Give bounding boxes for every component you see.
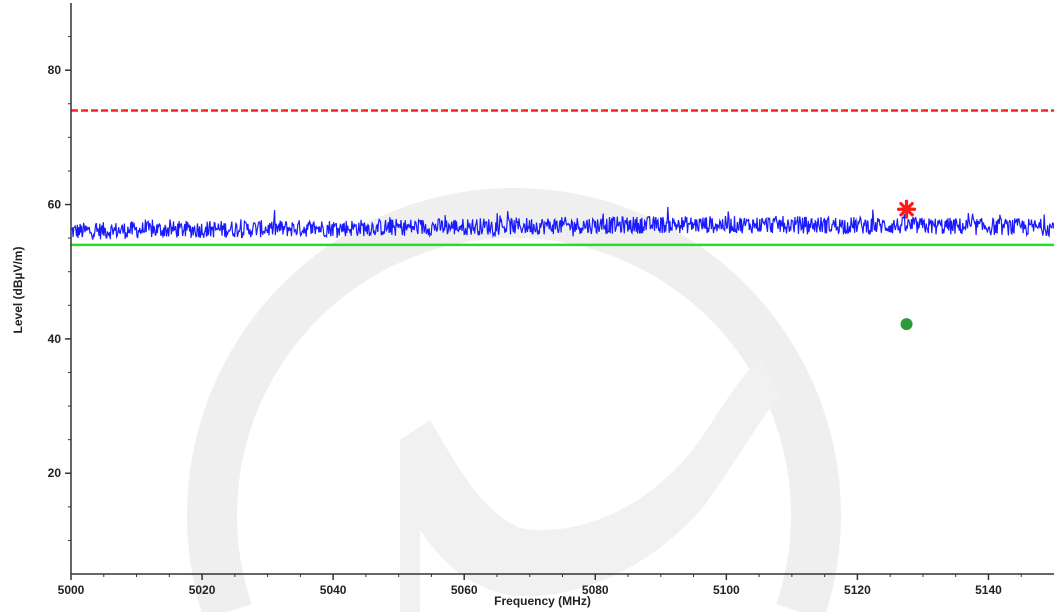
x-tick-label: 5000 <box>58 583 85 597</box>
average-marker <box>900 318 913 331</box>
x-tick-label: 5140 <box>975 583 1002 597</box>
y-axis-title: Level (dBµV/m) <box>11 247 25 334</box>
x-tick-label: 5040 <box>320 583 347 597</box>
x-axis-title: Frequency (MHz) <box>494 594 591 608</box>
x-tick-label: 5080 <box>582 583 609 597</box>
x-tick-label: 5060 <box>451 583 478 597</box>
y-tick-label: 20 <box>48 466 62 480</box>
y-tick-label: 40 <box>48 332 62 346</box>
x-tick-label: 5020 <box>189 583 216 597</box>
y-tick-label: 60 <box>48 198 62 212</box>
x-tick-label: 5100 <box>713 583 740 597</box>
peak-marker <box>896 199 917 219</box>
watermark-check <box>400 360 780 612</box>
x-tick-label: 5120 <box>844 583 871 597</box>
measurement-trace <box>70 206 1054 240</box>
watermark-logo <box>187 188 841 612</box>
watermark-ring <box>187 188 841 612</box>
y-tick-label: 80 <box>48 63 62 77</box>
